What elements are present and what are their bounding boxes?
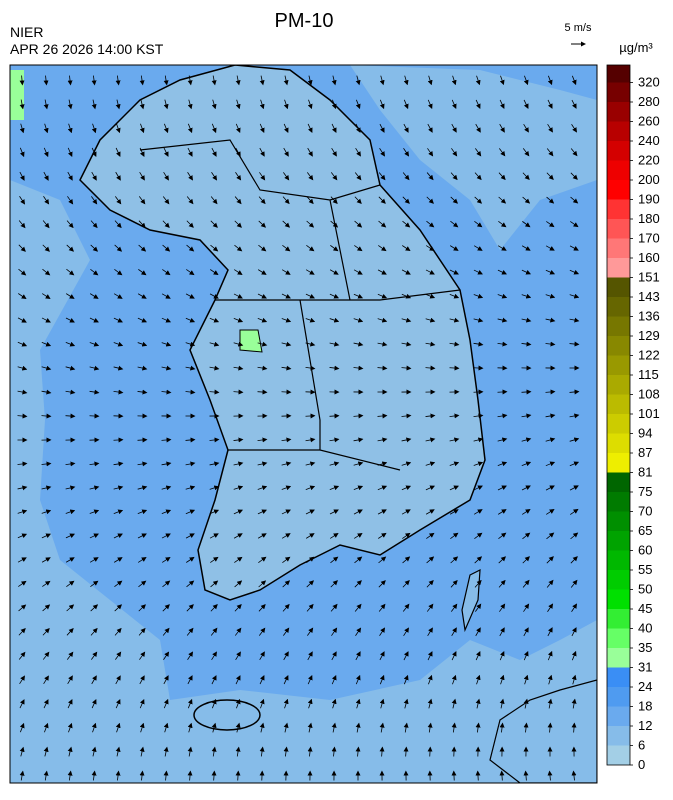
colorbar-segment — [607, 629, 630, 649]
map — [10, 65, 597, 783]
colorbar-tick-label: 151 — [638, 270, 660, 285]
colorbar-tick-label: 81 — [638, 465, 652, 480]
colorbar-segment — [607, 141, 630, 161]
wind-arrow — [114, 440, 123, 441]
colorbar-tick-label: 94 — [638, 426, 652, 441]
wind-arrow — [238, 772, 239, 781]
colorbar-tick-label: 170 — [638, 231, 660, 246]
colorbar-tick-label: 50 — [638, 582, 652, 597]
land-jeju — [194, 700, 260, 730]
colorbar-segment — [607, 356, 630, 376]
colorbar-segment — [607, 180, 630, 200]
colorbar-segment — [607, 726, 630, 746]
colorbar-tick-label: 115 — [638, 367, 659, 382]
colorbar-segment — [607, 648, 630, 668]
colorbar-tick-label: 143 — [638, 289, 660, 304]
colorbar-tick-label: 12 — [638, 718, 652, 733]
colorbar-segment — [607, 707, 630, 727]
colorbar-segment — [607, 512, 630, 532]
colorbar-tick-label: 70 — [638, 504, 652, 519]
colorbar-segment — [607, 414, 630, 434]
colorbar-tick-label: 45 — [638, 601, 652, 616]
timestamp: APR 26 2026 14:00 KST — [10, 41, 164, 57]
colorbar-tick-label: 136 — [638, 309, 660, 324]
colorbar-tick-label: 55 — [638, 562, 652, 577]
colorbar-tick-label: 129 — [638, 328, 660, 343]
colorbar-segment — [607, 492, 630, 512]
colorbar-segment — [607, 317, 630, 337]
colorbar-segment — [607, 609, 630, 629]
colorbar-segment — [607, 687, 630, 707]
colorbar-segment — [607, 473, 630, 493]
colorbar-tick-label: 190 — [638, 192, 660, 207]
colorbar-tick-label: 240 — [638, 133, 660, 148]
colorbar-tick-label: 31 — [638, 660, 652, 675]
colorbar-segment — [607, 200, 630, 220]
colorbar-tick-label: 40 — [638, 621, 652, 636]
colorbar-segment — [607, 551, 630, 571]
wind-arrow — [430, 748, 431, 757]
colorbar-tick-label: 260 — [638, 114, 660, 129]
colorbar-tick-label: 0 — [638, 757, 645, 772]
colorbar-tick-label: 280 — [638, 94, 660, 109]
colorbar-tick-label: 320 — [638, 75, 660, 90]
wind-scale-label: 5 m/s — [565, 22, 592, 34]
colorbar-tick-label: 60 — [638, 543, 652, 558]
colorbar-tick-label: 220 — [638, 153, 660, 168]
colorbar-segment — [607, 65, 630, 83]
colorbar-segment — [607, 83, 630, 103]
colorbar-segment — [607, 239, 630, 259]
wind-arrow — [450, 368, 459, 369]
colorbar-tick-label: 18 — [638, 699, 652, 714]
colorbar-tick-label: 180 — [638, 211, 660, 226]
title: PM-10 — [275, 10, 334, 32]
colorbar-segment — [607, 453, 630, 473]
colorbar-segment — [607, 746, 630, 766]
colorbar-segment — [607, 219, 630, 239]
colorbar-tick-label: 200 — [638, 172, 660, 187]
colorbar-segment — [607, 161, 630, 181]
wind-arrow — [498, 392, 507, 393]
colorbar-tick-label: 75 — [638, 484, 652, 499]
colorbar-segment — [607, 122, 630, 142]
colorbar-tick-label: 122 — [638, 348, 660, 363]
colorbar-tick-label: 35 — [638, 640, 652, 655]
colorbar-tick-label: 6 — [638, 738, 645, 753]
colorbar-segment — [607, 395, 630, 415]
colorbar-tick-label: 101 — [638, 406, 660, 421]
colorbar-tick-label: 160 — [638, 250, 660, 265]
colorbar-unit: µg/m³ — [619, 40, 653, 55]
colorbar-segment — [607, 297, 630, 317]
colorbar-segment — [607, 102, 630, 122]
colorbar: 0 6 12 18 24 31 35 40 45 50 55 60 65 70 75 81 87 94 101 108… — [607, 65, 660, 772]
wind-arrow — [306, 416, 315, 417]
agency: NIER — [10, 24, 43, 40]
colorbar-tick-label: 108 — [638, 387, 660, 402]
colorbar-segment — [607, 375, 630, 395]
high-pm-area — [240, 330, 262, 352]
colorbar-segment — [607, 590, 630, 610]
colorbar-segment — [607, 668, 630, 688]
colorbar-segment — [607, 278, 630, 298]
colorbar-segment — [607, 434, 630, 454]
colorbar-tick-label: 87 — [638, 445, 652, 460]
colorbar-tick-label: 24 — [638, 679, 652, 694]
colorbar-segment — [607, 258, 630, 278]
colorbar-segment — [607, 531, 630, 551]
colorbar-segment — [607, 570, 630, 590]
colorbar-segment — [607, 336, 630, 356]
colorbar-tick-label: 65 — [638, 523, 652, 538]
